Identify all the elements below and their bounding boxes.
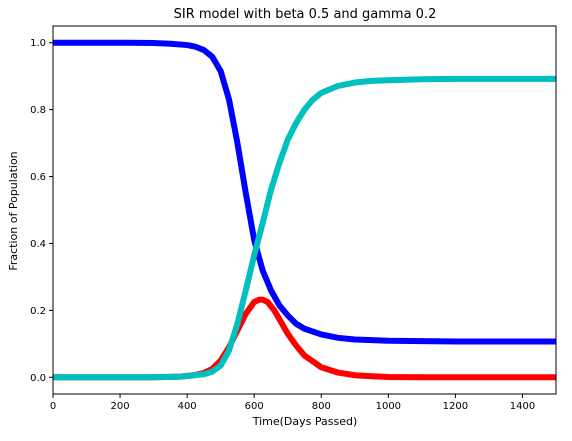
series-line-0 [53, 39, 556, 345]
plot-frame [52, 25, 557, 395]
y-tick-label-0: 0.0 [30, 373, 46, 384]
x-tick-label-4: 800 [312, 401, 331, 412]
x-tick-label-1: 200 [111, 401, 130, 412]
y-tick-label-4: 0.8 [30, 105, 46, 116]
x-tick-label-2: 400 [178, 401, 197, 412]
y-tick-label-2: 0.4 [30, 239, 46, 250]
series-line-2 [53, 75, 556, 381]
x-tick-label-0: 0 [50, 401, 56, 412]
x-tick-label-7: 1400 [510, 401, 535, 412]
chart-title: SIR model with beta 0.5 and gamma 0.2 [174, 7, 437, 22]
series-line-1 [53, 296, 556, 381]
y-tick-label-1: 0.2 [30, 306, 46, 317]
y-axis-label: Fraction of Population [7, 151, 20, 270]
plot-area [53, 39, 556, 381]
y-tick-label-5: 1.0 [30, 38, 46, 49]
axes: 0 200 400 600 800 1000 1200 1400 0.0 0.2 0.4 0.6 0.8… [30, 25, 557, 412]
x-tick-label-6: 1200 [443, 401, 468, 412]
x-tick-label-5: 1000 [376, 401, 401, 412]
x-tick-label-3: 600 [245, 401, 264, 412]
y-tick-label-3: 0.6 [30, 172, 46, 183]
x-axis-label: Time(Days Passed) [252, 415, 358, 428]
